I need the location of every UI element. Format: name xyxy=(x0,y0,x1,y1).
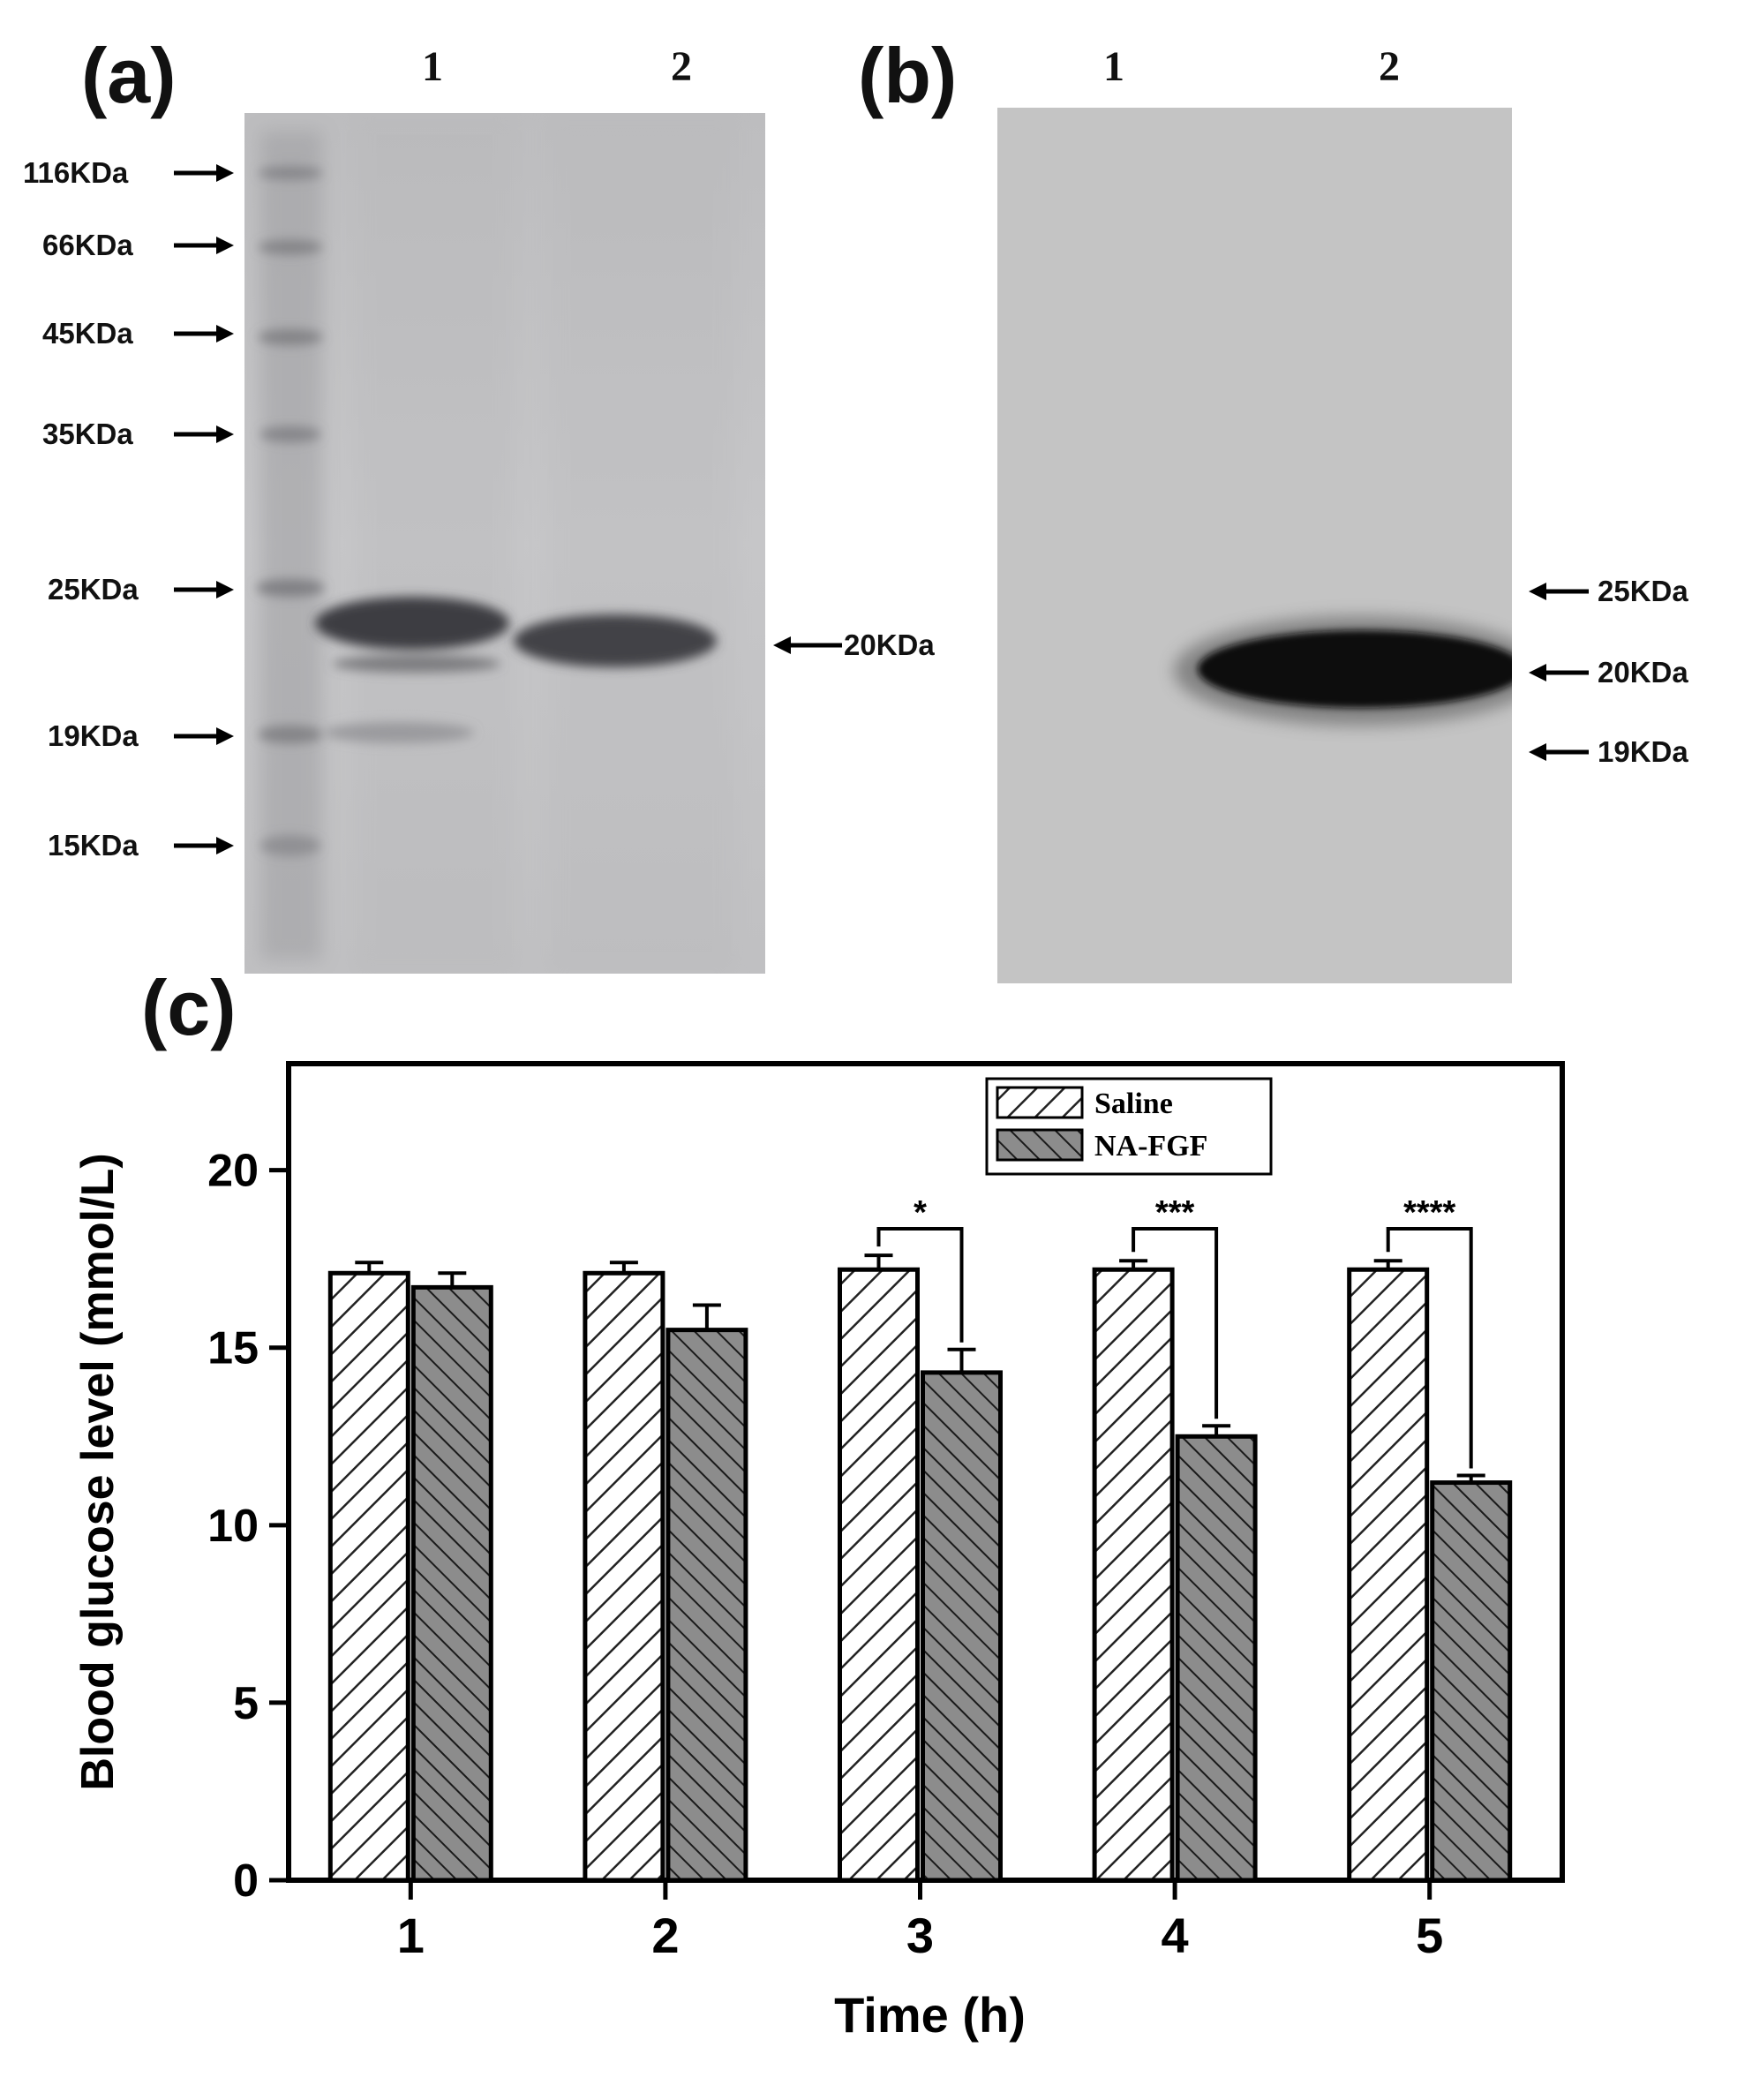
panel-a-marker-35kda-arrow xyxy=(174,425,234,443)
panel-a-gel-graphic xyxy=(244,113,765,974)
legend-label-na-fgf: NA-FGF xyxy=(1094,1130,1207,1163)
panel-a-marker-25kda-label: 25KDa xyxy=(48,573,139,606)
x-tick-label: 5 xyxy=(1416,1908,1443,1963)
panel-a-marker-116kda-label: 116KDa xyxy=(23,156,129,189)
significance-marker: **** xyxy=(1403,1194,1455,1231)
legend-swatch-saline xyxy=(996,1086,1084,1119)
bar-na-fgf-4 xyxy=(1175,1434,1258,1883)
x-tick-label: 2 xyxy=(651,1908,679,1963)
panel-a-marker-66kda-label: 66KDa xyxy=(42,229,133,261)
significance-marker: * xyxy=(914,1194,927,1231)
panel-a-marker-66kda-arrow xyxy=(174,237,234,254)
bar-saline-5 xyxy=(1347,1267,1430,1883)
bar-saline-1 xyxy=(327,1270,410,1883)
bar-na-fgf-1 xyxy=(410,1284,493,1883)
panel-a-gel-image xyxy=(244,113,765,974)
panel-b-lane-1-label: 1 xyxy=(1103,43,1124,90)
bar-saline-4 xyxy=(1092,1267,1175,1883)
panel-b-letter: (b) xyxy=(858,32,958,119)
panel-b-lane-2-label: 2 xyxy=(1379,43,1400,90)
legend-swatch-na-fgf xyxy=(996,1128,1084,1162)
y-tick-label: 20 xyxy=(207,1146,259,1197)
panel-b-marker-25kda-arrow xyxy=(1529,583,1589,600)
significance-bracket xyxy=(1386,1227,1473,1469)
panel-a-marker-35kda-label: 35KDa xyxy=(42,418,133,450)
panel-b-blot-graphic xyxy=(997,108,1512,983)
panel-b-marker-25kda-label: 25KDa xyxy=(1598,575,1688,607)
x-tick-label: 4 xyxy=(1162,1908,1189,1963)
y-tick-label: 5 xyxy=(233,1678,259,1729)
x-axis-label: Time (h) xyxy=(834,1987,1026,2043)
panel-c-letter: (c) xyxy=(141,964,237,1051)
bar-na-fgf-3 xyxy=(921,1370,1003,1883)
y-tick-label: 0 xyxy=(233,1855,259,1907)
bar-na-fgf-2 xyxy=(665,1328,748,1883)
panel-a-lane-1-label: 1 xyxy=(422,43,443,90)
panel-b-marker-20kda-arrow xyxy=(1529,664,1589,681)
panel-a-marker-19kda-label: 19KDa xyxy=(48,719,139,752)
legend-label-saline: Saline xyxy=(1094,1088,1173,1120)
x-tick-label: 3 xyxy=(906,1908,934,1963)
significance-bracket xyxy=(876,1227,964,1343)
panel-a-marker-116kda-arrow xyxy=(174,164,234,182)
panel-a-marker-25kda-arrow xyxy=(174,581,234,598)
bar-saline-3 xyxy=(838,1267,920,1883)
bar-saline-2 xyxy=(583,1270,665,1883)
x-tick-label: 1 xyxy=(397,1908,425,1963)
panel-a-marker-45kda-arrow xyxy=(174,325,234,342)
panel-a-marker-15kda-label: 15KDa xyxy=(48,829,139,862)
panel-b-marker-19kda-label: 19KDa xyxy=(1598,735,1688,768)
panel-b-marker-19kda-arrow xyxy=(1529,743,1589,761)
panel-b-blot-image xyxy=(997,108,1512,983)
panel-a-20kda-label: 20KDa xyxy=(844,628,935,661)
y-tick-label: 15 xyxy=(207,1323,259,1374)
y-axis-label: Blood glucose level (mmol/L) xyxy=(72,1153,124,1790)
y-tick-label: 10 xyxy=(207,1501,259,1552)
panel-b-marker-20kda-label: 20KDa xyxy=(1598,656,1688,689)
significance-marker: *** xyxy=(1155,1194,1195,1231)
panel-a-letter: (a) xyxy=(81,32,177,119)
panel-a-marker-15kda-arrow xyxy=(174,837,234,854)
panel-a-20kda-arrow xyxy=(773,636,842,654)
panel-a-marker-45kda-label: 45KDa xyxy=(42,317,133,350)
panel-a-marker-19kda-arrow xyxy=(174,727,234,745)
bar-na-fgf-5 xyxy=(1430,1480,1513,1883)
significance-bracket xyxy=(1132,1227,1219,1419)
panel-a-lane-2-label: 2 xyxy=(671,43,692,90)
